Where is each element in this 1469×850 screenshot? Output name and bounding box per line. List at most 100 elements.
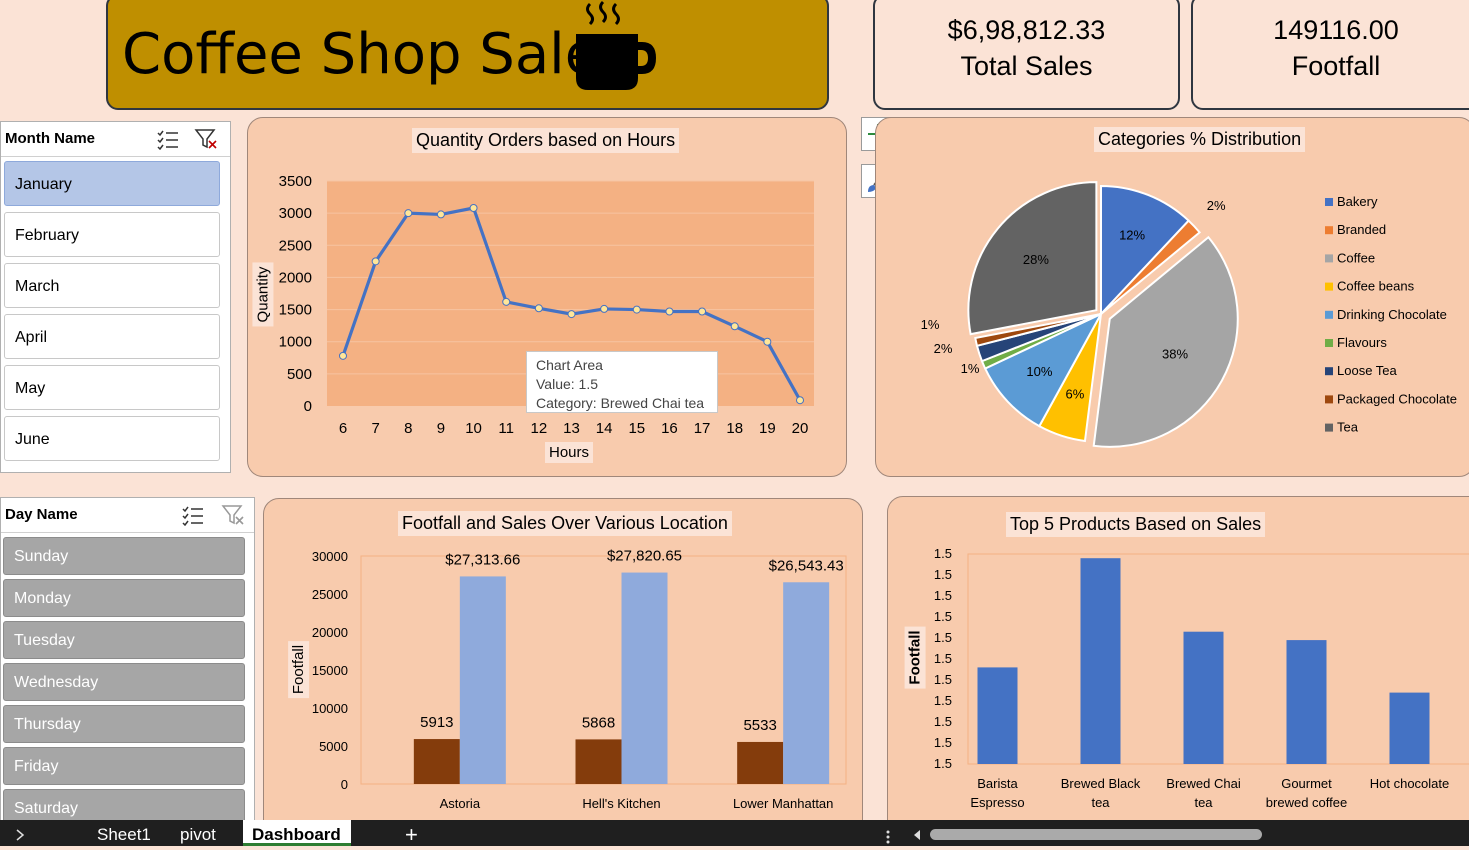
- line-chart-xlabel: Hours: [545, 442, 594, 463]
- line-chart-title: Quantity Orders based on Hours: [412, 128, 680, 153]
- data-label: 5868: [582, 714, 615, 731]
- y-tick-label: 20000: [312, 625, 348, 640]
- multi-select-icon[interactable]: [156, 128, 180, 150]
- day-item-sunday[interactable]: Sunday: [3, 537, 245, 575]
- y-tick-label: 1.5: [934, 693, 952, 708]
- y-tick-label: 1.5: [934, 609, 952, 624]
- x-tick-label: 15: [628, 420, 645, 437]
- month-item-may[interactable]: May: [4, 365, 220, 410]
- x-tick-label: 17: [694, 420, 711, 437]
- dashboard-title: Coffee Shop Sales: [122, 22, 629, 87]
- y-tick-label: 10000: [312, 701, 348, 716]
- day-item-wednesday[interactable]: Wednesday: [3, 663, 245, 701]
- horizontal-scrollbar[interactable]: [930, 829, 1262, 840]
- data-point: [339, 351, 347, 360]
- line-chart-panel[interactable]: 0 500 1000 1500 2000 2500 3000 3500 6 7 8 9 10 11 12 13…: [247, 117, 847, 477]
- y-tick-label: 1.5: [934, 567, 952, 582]
- bar: [783, 582, 830, 784]
- tooltip-line-3: Category: Brewed Chai tea: [536, 395, 705, 411]
- data-point: [698, 307, 707, 316]
- pie-chart-title: Categories % Distribution: [1094, 127, 1306, 152]
- kpi-footfall: 149116.00 Footfall: [1191, 0, 1469, 110]
- x-tick-label: 6: [339, 420, 347, 437]
- data-point: [436, 210, 445, 219]
- legend-swatch: [1325, 367, 1333, 376]
- data-point: [404, 209, 413, 218]
- products-chart-title: Top 5 Products Based on Sales: [1006, 512, 1266, 537]
- products-bar-chart: 1.5 1.5 1.5 1.5 1.5 1.5 1.5 1.5 1.5 1.5 1.5 Barista…: [934, 546, 1469, 810]
- x-tick-label: 8: [404, 420, 412, 437]
- y-tick-label: 15000: [312, 663, 348, 678]
- x-tick-label: 20: [792, 420, 809, 437]
- legend-swatch: [1325, 254, 1333, 263]
- sheet-tab-bar: Sheet1 pivot Dashboard +: [0, 820, 1469, 847]
- y-tick-label: 3500: [279, 173, 312, 190]
- chevron-right-icon[interactable]: [14, 828, 26, 842]
- slice-label: 2%: [934, 341, 953, 356]
- data-label: 5913: [420, 714, 453, 731]
- legend-label: Flavours: [1337, 335, 1387, 350]
- scroll-left-icon[interactable]: [912, 829, 922, 841]
- location-bar-panel[interactable]: 0 5000 10000 15000 20000 25000 30000 Astoria 591…: [263, 498, 863, 838]
- tooltip-line-1: Chart Area: [536, 357, 603, 373]
- line-chart-ylabel: Quantity: [252, 262, 274, 327]
- x-tick-label: 16: [661, 420, 678, 437]
- month-slicer: Month Name January February March April …: [0, 121, 231, 473]
- add-sheet-button[interactable]: +: [405, 822, 418, 847]
- y-tick-label: 1.5: [934, 735, 952, 750]
- y-tick-label: 1.5: [934, 588, 952, 603]
- bar: [413, 739, 460, 784]
- more-options-icon[interactable]: [884, 828, 892, 844]
- x-tick-label: 14: [596, 420, 613, 437]
- data-point: [567, 310, 576, 319]
- day-slicer-title: Day Name: [5, 506, 78, 523]
- month-item-april[interactable]: April: [4, 314, 220, 359]
- kpi-total-sales-label: Total Sales: [960, 51, 1093, 81]
- pie-chart-panel[interactable]: 12% 2% 38% 6% 10% 1% 2% 1% 28% Bakery Branded Coffe…: [875, 117, 1469, 477]
- tab-sheet1[interactable]: Sheet1: [97, 825, 151, 844]
- day-item-tuesday[interactable]: Tuesday: [3, 621, 245, 659]
- multi-select-icon[interactable]: [181, 504, 205, 526]
- data-point: [600, 304, 609, 313]
- bar: [1286, 640, 1327, 764]
- month-item-march[interactable]: March: [4, 263, 220, 308]
- x-tick-label: Astoria: [440, 796, 481, 811]
- bar: [575, 739, 622, 784]
- legend-swatch: [1325, 310, 1333, 319]
- pie-slice: [974, 313, 1102, 348]
- month-item-january[interactable]: January: [4, 161, 220, 206]
- y-tick-label: 1.5: [934, 756, 952, 771]
- line-chart: 0 500 1000 1500 2000 2500 3000 3500 6 7 8 9 10 11 12 13…: [279, 173, 814, 437]
- x-tick-label: 19: [759, 420, 776, 437]
- pie-slice: [1092, 235, 1239, 448]
- legend-label: Packaged Chocolate: [1337, 391, 1457, 406]
- legend-label: Loose Tea: [1337, 363, 1398, 378]
- slice-label: 1%: [961, 361, 980, 376]
- month-item-june[interactable]: June: [4, 416, 220, 461]
- tab-dashboard[interactable]: Dashboard: [243, 820, 351, 846]
- products-bar-panel[interactable]: 1.5 1.5 1.5 1.5 1.5 1.5 1.5 1.5 1.5 1.5 1.5 Barista…: [887, 496, 1469, 836]
- legend-swatch: [1325, 395, 1333, 404]
- clear-filter-icon[interactable]: [221, 504, 245, 526]
- tab-pivot[interactable]: pivot: [180, 825, 216, 844]
- bar: [977, 667, 1018, 764]
- data-point: [632, 305, 641, 314]
- chart-tooltip: Chart Area Value: 1.5 Category: Brewed C…: [526, 351, 718, 413]
- clear-filter-icon[interactable]: [194, 128, 218, 150]
- y-tick-label: 1.5: [934, 714, 952, 729]
- data-point: [371, 257, 380, 266]
- data-point: [796, 396, 804, 405]
- data-label: $27,820.65: [607, 548, 682, 565]
- data-point: [763, 337, 772, 346]
- day-item-thursday[interactable]: Thursday: [3, 705, 245, 743]
- slice-label: 12%: [1119, 227, 1145, 242]
- day-slicer: Day Name Sunday Monday Tuesday Wednesday…: [0, 497, 255, 827]
- data-point: [502, 297, 511, 306]
- x-tick-label: 11: [498, 420, 514, 437]
- month-item-february[interactable]: February: [4, 212, 220, 257]
- kpi-footfall-label: Footfall: [1291, 51, 1381, 81]
- y-tick-label: 5000: [319, 739, 348, 754]
- day-item-monday[interactable]: Monday: [3, 579, 245, 617]
- day-item-friday[interactable]: Friday: [3, 747, 245, 785]
- legend-label: Branded: [1337, 222, 1386, 237]
